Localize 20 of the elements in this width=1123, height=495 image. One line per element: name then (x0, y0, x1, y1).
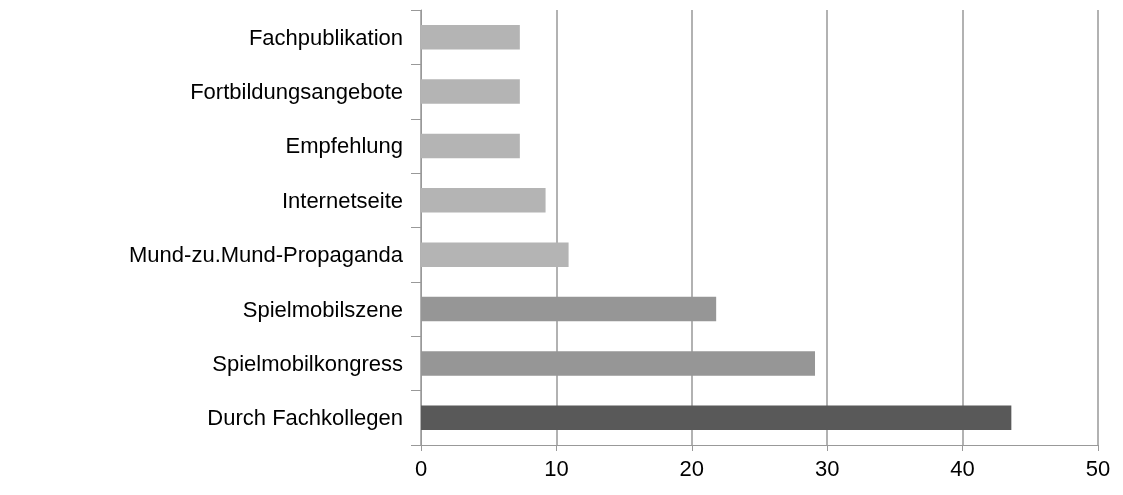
x-tick-label: 20 (679, 455, 705, 481)
x-tick-label: 40 (950, 455, 975, 481)
y-tick-label: Durch Fachkollegen (207, 405, 403, 431)
y-tick-label: Fachpublikation (248, 24, 403, 50)
x-tick-label: 0 (414, 455, 428, 481)
y-tick-label: Spielmobilkongress (212, 350, 403, 376)
bar (421, 79, 520, 104)
x-tick-label: 30 (814, 455, 840, 481)
y-tick-label: Fortbildungsangebote (190, 79, 403, 105)
y-tick-label: Mund-zu.Mund-Propaganda (129, 242, 404, 268)
bar (421, 405, 1012, 431)
y-tick-label: Empfehlung (285, 133, 403, 159)
bar (421, 188, 546, 213)
x-tick-label: 50 (1085, 455, 1111, 481)
bar (421, 242, 569, 267)
y-tick-label: Spielmobilszene (242, 296, 403, 322)
bar (421, 24, 520, 50)
y-tick-label: Internetseite (281, 187, 403, 213)
x-tick-label: 10 (544, 455, 569, 481)
bar (421, 133, 520, 159)
